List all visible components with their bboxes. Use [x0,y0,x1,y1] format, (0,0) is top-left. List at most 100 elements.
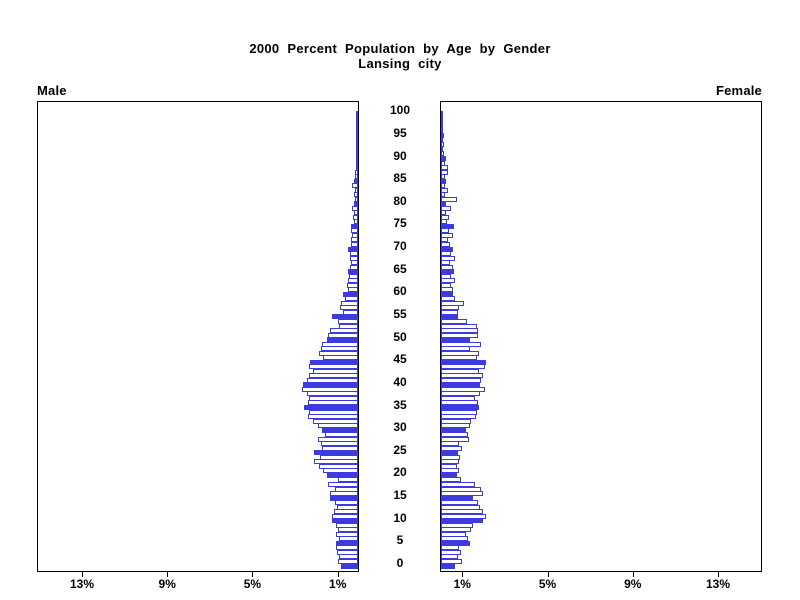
male-bar-age-72 [350,237,358,243]
female-bar-age-43 [441,368,480,374]
male-bar-age-59 [345,296,358,302]
male-bar-age-51 [328,332,358,338]
female-bar-age-95 [441,133,445,139]
female-bar-age-52 [441,328,479,334]
male-bar-age-87 [354,169,358,175]
female-bar-age-45 [441,359,486,365]
age-tick-label-25: 25 [393,442,407,457]
pct-tick [167,572,169,577]
pct-tick [462,572,464,577]
female-bar-age-59 [441,296,455,302]
female-bar-age-2 [441,554,459,560]
female-bar-age-1 [441,558,463,564]
female-bar-age-15 [441,495,473,501]
female-bar-age-100 [441,110,443,116]
female-bar-age-30 [441,427,466,433]
female-bar-age-73 [441,232,453,238]
female-bar-age-29 [441,432,468,438]
female-bar-age-79 [441,205,452,211]
female-bar-age-22 [441,463,457,469]
female-bar-age-83 [441,187,448,193]
male-bar-age-32 [313,418,358,424]
male-bar-age-79 [352,205,358,211]
pct-tick [632,572,634,577]
female-bar-age-76 [441,219,447,225]
pct-tick [337,572,339,577]
male-bar-age-76 [353,219,358,225]
female-bar-age-91 [441,151,445,157]
female-bar-age-77 [441,214,449,220]
female-bar-age-69 [441,251,452,257]
female-bar-age-34 [441,409,478,415]
male-bar-age-26 [321,445,358,451]
age-tick-label-95: 95 [393,125,407,140]
female-bar-age-89 [441,160,446,166]
age-tick-label-20: 20 [393,465,407,480]
chart-title-block: 2000 Percent Population by Age by Gender… [0,41,800,71]
male-bar-age-1 [337,558,358,564]
age-tick-label-90: 90 [393,148,407,163]
male-bar-age-58 [340,300,358,306]
female-bar-age-9 [441,522,473,528]
female-bar-age-67 [441,260,451,266]
male-bar-age-18 [328,482,358,487]
male-bar-age-93 [356,142,358,148]
female-bar-age-46 [441,355,478,361]
male-bar-age-83 [354,187,358,193]
female-bar-age-86 [441,174,446,180]
male-bar-age-21 [322,468,358,474]
female-bar-age-25 [441,450,459,456]
male-bar-age-65 [347,269,358,275]
male-bar-age-2 [338,554,358,560]
male-bar-age-24 [319,454,358,460]
female-bar-age-50 [441,337,470,343]
male-bar-age-48 [320,346,358,352]
male-bar-age-47 [318,350,358,356]
female-bar-age-58 [441,300,465,306]
female-bar-age-13 [441,504,481,510]
male-bar-age-49 [321,341,358,347]
female-bar-age-51 [441,332,479,338]
age-tick-label-35: 35 [393,397,407,412]
male-bar-age-99 [356,115,358,121]
male-bar-age-97 [356,124,358,130]
female-bar-age-36 [441,400,479,406]
female-bar-age-57 [441,305,460,311]
male-bar-age-88 [355,165,358,171]
female-bar-age-93 [441,142,444,148]
female-bar-age-49 [441,341,482,347]
male-bar-age-34 [309,409,358,415]
female-bar-age-21 [441,468,460,474]
pct-tick-label: 5% [243,577,262,591]
female-bar-age-71 [441,242,451,247]
female-bar-age-68 [441,255,455,261]
male-bar-age-28 [317,436,358,442]
female-bar-age-28 [441,436,469,442]
male-bar-age-39 [301,386,358,392]
male-bar-age-96 [356,128,358,134]
female-bar-age-41 [441,377,482,383]
male-bar-age-40 [302,382,358,388]
female-bar-age-0 [441,563,455,569]
male-bar-age-91 [356,151,358,157]
male-bar-age-81 [354,196,358,202]
female-bar-age-88 [441,165,448,171]
male-bar-age-22 [318,463,358,469]
male-bar-age-45 [310,359,358,365]
age-tick-label-70: 70 [393,239,407,253]
female-bar-age-42 [441,373,483,379]
female-bar-age-11 [441,513,486,519]
male-bar-age-10 [332,518,358,524]
female-bar-age-94 [441,137,443,143]
male-bar-age-15 [330,495,358,501]
male-bar-age-16 [330,491,358,497]
male-bar-age-8 [337,527,358,533]
male-bar-age-31 [317,423,358,429]
female-bar-age-70 [441,246,453,252]
male-bar-age-41 [306,377,358,383]
female-bar-age-92 [441,146,443,152]
male-bar-age-11 [332,513,358,519]
female-panel-label: Female [715,83,762,98]
age-tick-label-45: 45 [393,352,407,367]
